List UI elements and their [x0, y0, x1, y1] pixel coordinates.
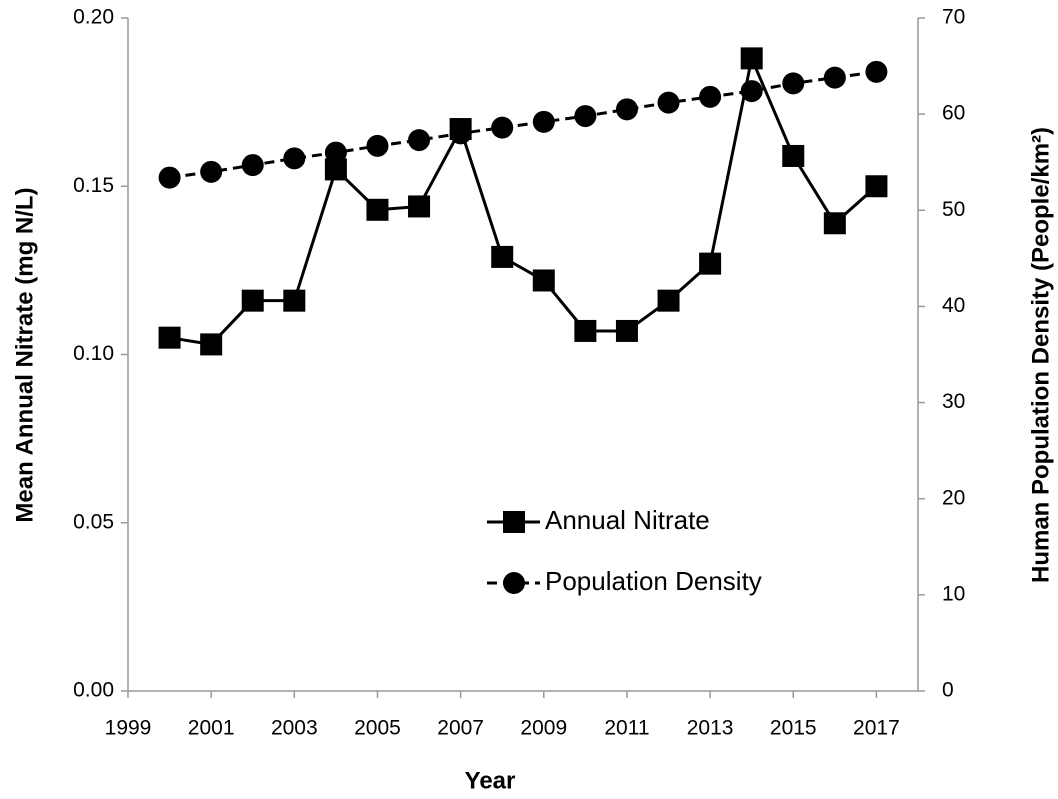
data-point [158, 166, 181, 189]
data-point [408, 195, 431, 218]
y2-tick-label: 30 [942, 390, 965, 413]
x-tick-label: 1999 [105, 717, 152, 740]
data-point [699, 85, 722, 108]
y2-tick-label: 10 [942, 582, 965, 605]
y2-tick-label: 70 [942, 6, 965, 29]
data-point [657, 91, 680, 114]
data-point [823, 66, 846, 89]
x-tick-label: 2017 [853, 717, 900, 740]
legend-marker [503, 511, 525, 533]
data-point [740, 80, 763, 103]
data-point [158, 326, 181, 349]
y2-tick-label: 20 [942, 486, 965, 509]
data-point [615, 319, 638, 342]
y2-tick-label: 60 [942, 102, 965, 125]
series-line [169, 53, 878, 347]
data-point [782, 144, 805, 167]
data-point [574, 319, 597, 342]
x-tick-label: 2007 [437, 717, 484, 740]
data-point [241, 289, 264, 312]
data-point [615, 98, 638, 121]
data-point [782, 72, 805, 95]
data-point [324, 141, 347, 164]
data-point [657, 289, 680, 312]
y2-axis-title: Human Population Density (People/km²) [1027, 127, 1054, 583]
data-point [574, 105, 597, 128]
y2-tick-label: 50 [942, 198, 965, 221]
data-point [532, 269, 555, 292]
data-point [366, 134, 389, 157]
y2-tick-label: 40 [942, 294, 965, 317]
data-point [408, 129, 431, 152]
y-tick-label: 0.05 [73, 510, 114, 533]
x-tick-label: 2003 [271, 717, 318, 740]
data-point [865, 175, 888, 198]
data-point [283, 289, 306, 312]
legend-label: Annual Nitrate [545, 505, 710, 535]
data-point [241, 154, 264, 177]
data-point [324, 158, 347, 181]
y-tick-label: 0.00 [73, 679, 114, 702]
data-point [200, 160, 223, 183]
y-axis-title: Mean Annual Nitrate (mg N/L) [11, 187, 38, 522]
data-point [200, 333, 223, 356]
y-tick-label: 0.10 [73, 342, 114, 365]
x-axis-title: Year [465, 767, 516, 794]
data-point [449, 122, 472, 145]
x-tick-label: 2005 [354, 717, 401, 740]
legend-label: Population Density [545, 566, 762, 596]
y-tick-label: 0.15 [73, 174, 114, 197]
data-point [283, 147, 306, 170]
data-point [699, 252, 722, 275]
data-point [491, 116, 514, 139]
x-tick-label: 2009 [520, 717, 567, 740]
data-point [865, 60, 888, 83]
y2-tick-label: 0 [942, 679, 954, 702]
y-tick-label: 0.20 [73, 6, 114, 29]
data-point [491, 245, 514, 268]
series-line [169, 70, 877, 180]
data-point [823, 212, 846, 235]
data-point [532, 110, 555, 133]
data-point [740, 47, 763, 70]
legend-marker [503, 572, 525, 594]
x-tick-label: 2001 [188, 717, 235, 740]
data-point [366, 198, 389, 221]
x-tick-label: 2013 [687, 717, 734, 740]
x-tick-label: 2015 [770, 717, 817, 740]
x-tick-label: 2011 [604, 717, 649, 740]
